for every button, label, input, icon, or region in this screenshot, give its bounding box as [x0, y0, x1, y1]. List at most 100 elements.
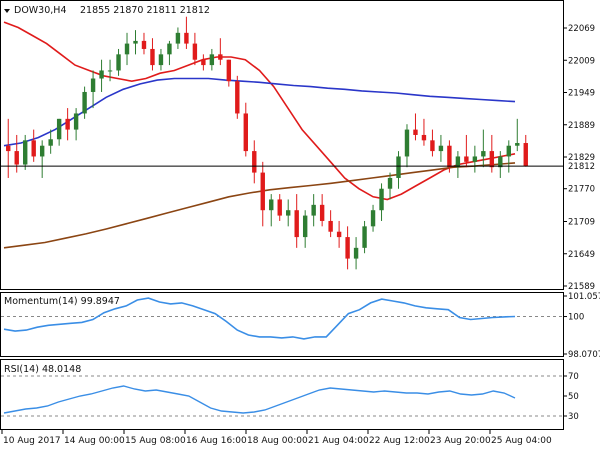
- bull-candle: [515, 143, 520, 146]
- bear-candle: [235, 81, 240, 114]
- time-tick-label: 16 Aug 16:00: [186, 436, 247, 446]
- time-tick-label: 22 Aug 12:00: [369, 436, 430, 446]
- bull-candle: [107, 70, 113, 72]
- bull-candle: [379, 188, 384, 211]
- bull-candle: [506, 145, 511, 157]
- price-panel-frame: [0, 0, 564, 290]
- bull-candle: [56, 118, 62, 140]
- momentum-tick-label: 98.0707: [568, 350, 600, 360]
- bull-candle: [158, 54, 164, 66]
- current-price-line: 21812: [0, 160, 600, 173]
- momentum-line: [3, 297, 516, 340]
- bull-candle: [73, 113, 79, 130]
- bear-candle: [523, 143, 528, 167]
- bull-candle: [82, 91, 87, 114]
- bull-candle: [39, 145, 45, 157]
- bull-candle: [404, 129, 410, 157]
- moving-averages: [3, 21, 516, 249]
- price-tick-label: 21949: [568, 89, 595, 99]
- bull-candle: [438, 145, 444, 152]
- momentum-label: Momentum(14) 99.8947: [4, 296, 120, 307]
- bull-candle: [175, 32, 181, 44]
- current-price-tag: [564, 160, 600, 173]
- momentum-panel-frame: [0, 292, 564, 357]
- bear-candle: [277, 199, 282, 216]
- bull-candle: [472, 156, 478, 162]
- bear-candle: [14, 151, 19, 165]
- bear-candle: [421, 134, 427, 141]
- rsi-panel-frame: [0, 359, 564, 430]
- bull-candle: [23, 140, 28, 165]
- bear-candle: [226, 59, 232, 82]
- rsi-label: RSI(14) 48.0148: [4, 364, 81, 375]
- moving-average-blue: [3, 77, 516, 147]
- symbol-timeframe: DOW30,H4: [14, 5, 66, 16]
- bull-candle: [370, 210, 376, 227]
- bull-candle: [302, 215, 308, 238]
- price-tick-label: 21589: [568, 282, 595, 292]
- bear-candle: [31, 140, 36, 157]
- bear-candle: [65, 118, 70, 130]
- bull-candle: [209, 54, 215, 66]
- bear-candle: [489, 151, 495, 168]
- bull-candle: [353, 247, 359, 259]
- bear-candle: [464, 156, 469, 162]
- time-tick-label: 21 Aug 04:00: [308, 436, 369, 446]
- price-axis: 22069 22009 21949 21889 21829 21770 21709 21649…: [563, 24, 595, 292]
- bear-candle: [336, 231, 342, 238]
- bear-candle: [252, 151, 257, 173]
- bull-candle: [387, 177, 393, 189]
- price-tick-label: 21770: [568, 185, 595, 195]
- bull-candle: [481, 151, 486, 157]
- momentum-series: 101.0579 100 98.0707: [1, 292, 600, 360]
- current-price-label: 21812: [568, 162, 595, 172]
- time-tick-label: 15 Aug 08:00: [125, 436, 186, 446]
- candlestick-series: [6, 16, 528, 270]
- momentum-tick-label: 101.0579: [568, 292, 600, 302]
- price-tick-label: 22009: [568, 56, 595, 66]
- bull-candle: [311, 204, 316, 216]
- bull-candle: [90, 78, 96, 92]
- ohlc-values: 21855 21870 21811 21812: [80, 5, 210, 16]
- time-tick-label: 10 Aug 2017: [3, 436, 61, 446]
- bull-candle: [99, 70, 104, 79]
- time-tick-label: 14 Aug 00:00: [64, 436, 125, 446]
- bear-candle: [218, 54, 223, 60]
- bull-candle: [48, 139, 53, 146]
- rsi-series: 70 50 30: [1, 372, 579, 422]
- bull-candle: [286, 210, 291, 216]
- bull-candle: [269, 199, 274, 211]
- bear-candle: [150, 48, 155, 66]
- bull-candle: [133, 40, 138, 44]
- bear-candle: [294, 210, 299, 238]
- bull-candle: [124, 43, 130, 55]
- rsi-tick-label: 30: [568, 412, 579, 422]
- bear-candle: [184, 32, 189, 44]
- bear-candle: [345, 237, 350, 259]
- bear-candle: [260, 172, 265, 211]
- momentum-tick-label: 100: [568, 313, 584, 323]
- bear-candle: [243, 113, 248, 152]
- bear-candle: [141, 40, 147, 49]
- rsi-tick-label: 50: [568, 392, 579, 402]
- price-tick-label: 21709: [568, 218, 595, 228]
- time-tick-label: 25 Aug 04:00: [491, 436, 552, 446]
- bear-candle: [413, 129, 418, 135]
- bear-candle: [319, 204, 325, 221]
- bear-candle: [430, 140, 435, 152]
- bear-candle: [447, 145, 452, 168]
- time-axis: 10 Aug 2017 14 Aug 00:00 15 Aug 08:00 16 Au…: [1, 430, 552, 446]
- bull-candle: [167, 43, 172, 55]
- price-tick-label: 21649: [568, 250, 595, 260]
- rsi-tick-label: 70: [568, 372, 579, 382]
- time-tick-label: 23 Aug 20:00: [430, 436, 491, 446]
- dropdown-triangle-icon[interactable]: [4, 9, 10, 13]
- rsi-line: [3, 385, 516, 414]
- bull-candle: [362, 226, 367, 248]
- moving-average-brown: [3, 162, 516, 249]
- bull-candle: [498, 156, 503, 168]
- price-tick-label: 21889: [568, 121, 595, 131]
- price-tick-label: 22069: [568, 24, 595, 34]
- price-tick-label: 21829: [568, 153, 595, 163]
